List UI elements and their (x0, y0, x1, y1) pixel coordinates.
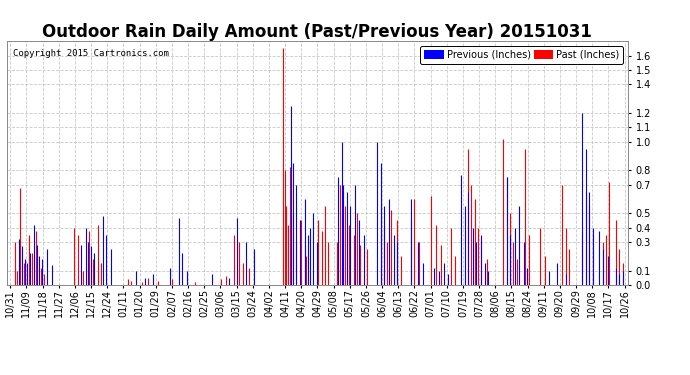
Legend: Previous (Inches), Past (Inches): Previous (Inches), Past (Inches) (420, 46, 623, 64)
Text: Copyright 2015 Cartronics.com: Copyright 2015 Cartronics.com (13, 49, 169, 58)
Title: Outdoor Rain Daily Amount (Past/Previous Year) 20151031: Outdoor Rain Daily Amount (Past/Previous… (43, 23, 592, 41)
